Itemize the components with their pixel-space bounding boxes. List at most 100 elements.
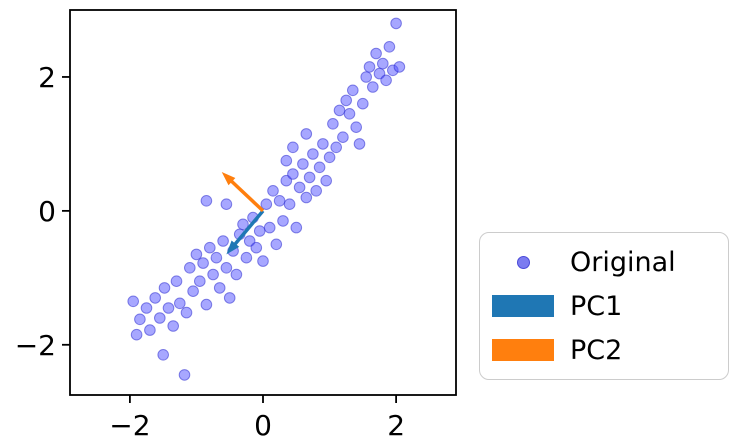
scatter-point <box>380 74 392 87</box>
scatter-point <box>184 262 196 274</box>
scatter-point <box>367 81 379 93</box>
scatter-point <box>347 84 359 97</box>
scatter-point <box>333 104 346 117</box>
scatter-point <box>297 158 309 170</box>
scatter-point <box>149 292 161 304</box>
scatter-point <box>307 148 319 160</box>
y-tick-label: 0 <box>38 195 56 228</box>
pc2-patch-icon <box>492 339 554 361</box>
legend: Original PC1 PC2 <box>479 232 729 380</box>
scatter-point <box>162 302 175 314</box>
scatter-point <box>190 248 203 261</box>
scatter-point <box>360 71 373 83</box>
scatter-point <box>330 141 343 154</box>
scatter-point <box>140 302 153 314</box>
scatter-point <box>213 282 226 294</box>
legend-item-pc1: PC1 <box>492 287 716 325</box>
scatter-point <box>157 349 169 361</box>
scatter-point <box>337 131 349 143</box>
scatter-point <box>290 221 303 234</box>
scatter-point <box>210 251 223 264</box>
scatter-point <box>144 324 156 336</box>
scatter-point <box>237 218 249 231</box>
scatter-point <box>390 17 402 30</box>
scatter-point <box>178 369 191 381</box>
scatter-point <box>200 298 213 311</box>
scatter-point <box>343 108 356 120</box>
scatter-point <box>158 282 171 294</box>
scatter-point <box>220 262 233 274</box>
scatter-point <box>253 225 266 237</box>
scatter-point <box>260 198 273 210</box>
pc1-arrow-shaft <box>232 209 265 247</box>
scatter-point <box>313 161 326 174</box>
y-tick-label: 2 <box>38 61 56 94</box>
scatter-point <box>287 168 299 180</box>
pc2-arrow-head <box>221 172 236 186</box>
scatter-point <box>340 94 353 107</box>
scatter-point <box>220 198 233 210</box>
scatter-point <box>257 255 269 267</box>
legend-label-original: Original <box>570 246 676 278</box>
original-dot-icon <box>516 255 530 269</box>
scatter-point <box>350 121 363 133</box>
pc1-arrow-head <box>226 240 240 255</box>
scatter-point <box>223 292 236 304</box>
legend-label-pc1: PC1 <box>570 290 623 322</box>
legend-marker-pc1 <box>492 295 554 317</box>
legend-label-pc2: PC2 <box>570 334 623 366</box>
scatter-point <box>180 306 193 319</box>
scatter-point <box>377 57 389 70</box>
scatter-point <box>357 97 369 110</box>
scatter-point <box>300 191 313 204</box>
scatter-point <box>230 268 243 281</box>
scatter-point <box>130 328 143 341</box>
scatter-point <box>310 185 323 197</box>
scatter-point <box>207 268 219 281</box>
scatter-point <box>320 174 333 187</box>
scatter-point <box>383 41 396 53</box>
scatter-point <box>134 313 146 326</box>
scatter-point <box>323 151 336 164</box>
scatter-point <box>187 285 199 298</box>
scatter-point <box>170 275 183 288</box>
scatter-point <box>300 128 313 140</box>
scatter-point <box>167 320 179 332</box>
legend-marker-original <box>492 255 554 269</box>
scatter-point <box>273 195 286 207</box>
x-tick-label: −2 <box>109 409 150 442</box>
scatter-point <box>240 251 253 264</box>
scatter-point <box>393 61 406 73</box>
x-tick-label: 0 <box>254 409 272 442</box>
scatter-point <box>317 138 329 150</box>
scatter-point <box>154 312 166 324</box>
scatter-point <box>280 154 293 167</box>
scatter-point <box>370 47 382 60</box>
pc2-arrow-shaft <box>229 178 265 213</box>
scatter-point <box>174 297 186 310</box>
scatter-point <box>127 295 139 308</box>
legend-item-pc2: PC2 <box>492 331 716 369</box>
scatter-point <box>200 195 213 207</box>
scatter-point <box>263 221 276 234</box>
scatter-point <box>327 118 339 130</box>
y-tick-label: −2 <box>15 329 56 362</box>
scatter-point <box>217 235 229 247</box>
scatter-point <box>277 215 289 227</box>
scatter-point <box>197 257 209 269</box>
scatter-point <box>194 275 206 288</box>
scatter-point <box>287 141 299 154</box>
legend-item-original: Original <box>492 243 716 281</box>
scatter-point <box>353 138 366 150</box>
scatter-point <box>267 185 279 197</box>
scatter-point <box>293 181 306 194</box>
legend-marker-pc2 <box>492 339 554 361</box>
scatter-point <box>363 61 376 73</box>
scatter-point <box>303 171 316 184</box>
scatter-point <box>250 241 263 254</box>
x-tick-label: 2 <box>387 409 405 442</box>
scatter-point <box>283 198 296 210</box>
scatter-point <box>270 238 283 251</box>
